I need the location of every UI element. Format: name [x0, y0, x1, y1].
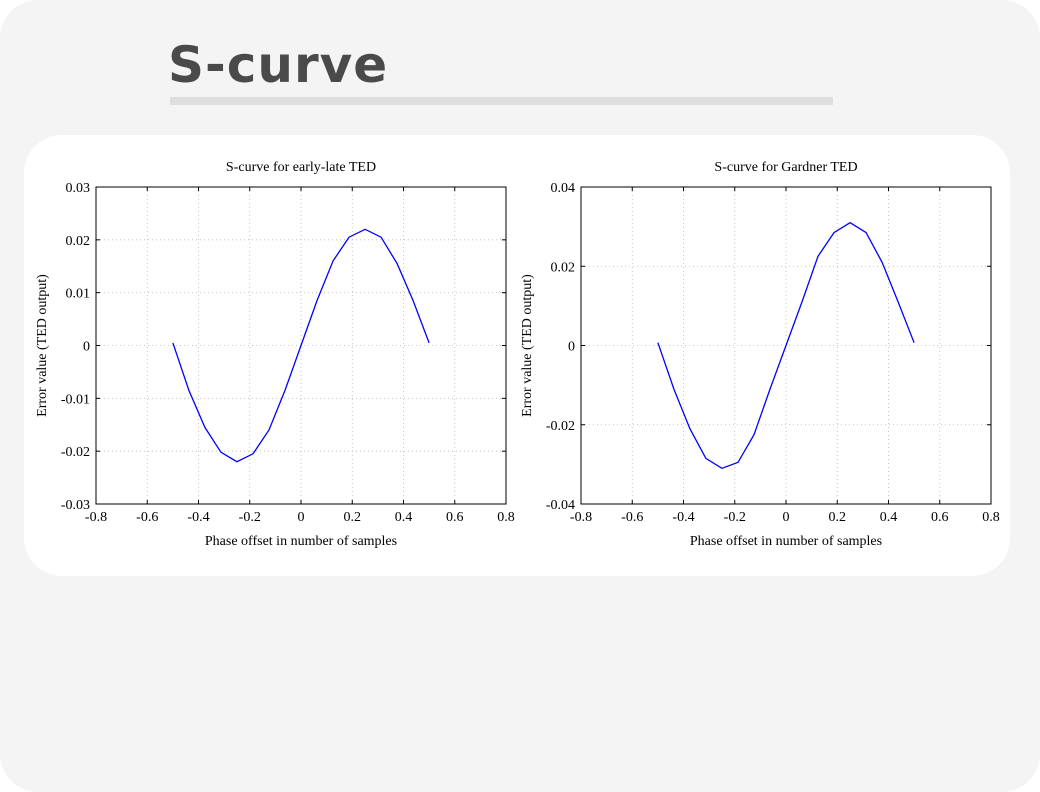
- y-axis-label: Error value (TED output): [35, 274, 50, 417]
- y-tick-label: 0.03: [66, 181, 91, 196]
- x-tick-label: 0: [783, 510, 790, 525]
- chart-2: -0.8 -0.6 -0.4 -0.2 0 0.2 0.4 0.6 0.8 0.04 0.02 0 -0…: [520, 160, 1000, 549]
- charts-svg: -0.8 -0.6 -0.4 -0.2 0 0.2 0.4 0.6 0.8 0.03 0.02 0.0…: [35, 160, 1000, 549]
- series-line: [657, 221, 915, 470]
- x-tick-label: 0.6: [446, 510, 464, 525]
- title-underline: [170, 97, 833, 105]
- y-tick-label: 0.02: [66, 234, 91, 249]
- slide-title: S-curve: [168, 36, 389, 94]
- x-axis-label: Phase offset in number of samples: [690, 534, 882, 549]
- y-tick-label: 0.04: [551, 181, 576, 196]
- chart-title: S-curve for early-late TED: [226, 160, 376, 175]
- y-tick-label: -0.03: [61, 498, 90, 513]
- x-tick-label: -0.4: [672, 510, 694, 525]
- x-axis-label: Phase offset in number of samples: [205, 534, 397, 549]
- x-tick-label: 0.8: [982, 510, 1000, 525]
- x-tick-label: -0.6: [136, 510, 158, 525]
- y-axis-label: Error value (TED output): [520, 274, 535, 417]
- y-tick-label: -0.01: [61, 392, 90, 407]
- x-tick-label: 0.4: [395, 510, 413, 525]
- x-tick-label: -0.6: [621, 510, 643, 525]
- x-tick-label: 0.2: [344, 510, 362, 525]
- y-tick-label: 0.02: [551, 260, 576, 275]
- figure-card: -0.8 -0.6 -0.4 -0.2 0 0.2 0.4 0.6 0.8 0.03 0.02 0.0…: [24, 135, 1010, 576]
- x-tick-label: 0: [298, 510, 305, 525]
- chart-1: -0.8 -0.6 -0.4 -0.2 0 0.2 0.4 0.6 0.8 0.03 0.02 0.0…: [35, 160, 515, 549]
- chart-title: S-curve for Gardner TED: [714, 160, 857, 175]
- x-tick-label: 0.2: [829, 510, 847, 525]
- y-tick-label: 0.01: [66, 287, 91, 302]
- x-tick-label: -0.2: [239, 510, 261, 525]
- x-tick-label: -0.8: [85, 510, 107, 525]
- x-tick-label: -0.8: [570, 510, 592, 525]
- x-tick-label: -0.2: [724, 510, 746, 525]
- y-tick-label: 0: [83, 340, 90, 355]
- y-tick-label: -0.04: [546, 498, 575, 513]
- x-tick-label: 0.6: [931, 510, 949, 525]
- y-tick-label: -0.02: [61, 445, 90, 460]
- y-tick-label: 0: [568, 340, 575, 355]
- series-line: [172, 228, 430, 463]
- x-tick-label: -0.4: [187, 510, 209, 525]
- x-tick-label: 0.8: [497, 510, 515, 525]
- y-tick-label: -0.02: [546, 419, 575, 434]
- x-tick-label: 0.4: [880, 510, 898, 525]
